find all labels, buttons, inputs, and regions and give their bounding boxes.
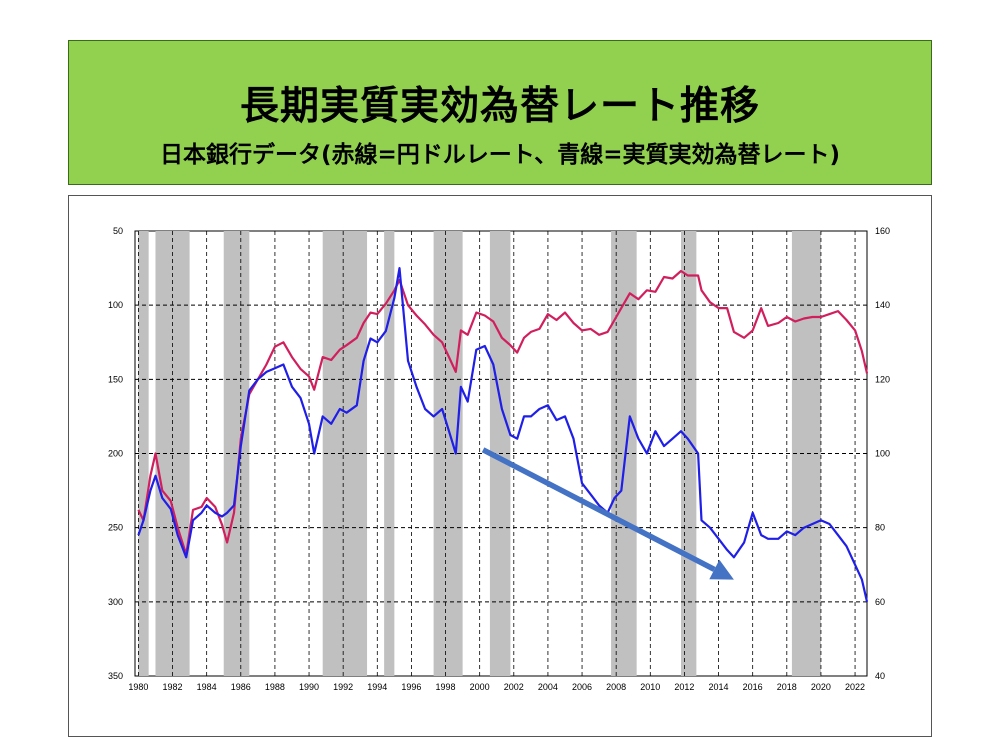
x-tick-label: 1990	[299, 682, 319, 692]
left-tick-label: 100	[108, 300, 123, 310]
x-tick-label: 1980	[128, 682, 148, 692]
title-banner: 長期実質実効為替レート推移 日本銀行データ(赤線=円ドルレート、青線=実質実効為…	[68, 40, 932, 185]
left-tick-label: 350	[108, 671, 123, 681]
x-tick-label: 2000	[470, 682, 490, 692]
chart-title: 長期実質実効為替レート推移	[239, 84, 760, 129]
x-tick-label: 1984	[197, 682, 217, 692]
x-tick-label: 2010	[640, 682, 660, 692]
left-tick-label: 200	[108, 449, 123, 459]
reer-line	[137, 267, 869, 603]
x-tick-label: 2002	[504, 682, 524, 692]
right-tick-label: 40	[875, 671, 885, 681]
x-tick-label: 2004	[538, 682, 558, 692]
chart-svg: 50 100 150 200 250 300 350 160 140 120 100 80 60 40 19…	[108, 226, 890, 692]
trend-arrow-head	[709, 559, 734, 580]
x-tick-label: 2014	[709, 682, 729, 692]
right-tick-label: 60	[875, 597, 885, 607]
x-tick-label: 2018	[777, 682, 797, 692]
right-tick-label: 140	[875, 300, 890, 310]
x-tick-label: 2020	[811, 682, 831, 692]
x-tick-label: 2012	[674, 682, 694, 692]
x-tick-label: 1998	[436, 682, 456, 692]
x-tick-label: 2006	[572, 682, 592, 692]
chart-frame: 50 100 150 200 250 300 350 160 140 120 100 80 60 40 19…	[68, 195, 932, 737]
x-tick-label: 1986	[231, 682, 251, 692]
left-tick-label: 250	[108, 523, 123, 533]
x-tick-label: 1996	[401, 682, 421, 692]
right-tick-label: 160	[875, 226, 890, 236]
left-tick-label: 300	[108, 597, 123, 607]
right-tick-label: 100	[875, 449, 890, 459]
x-tick-label: 2016	[743, 682, 763, 692]
x-tick-label: 1994	[367, 682, 387, 692]
left-tick-label: 150	[108, 374, 123, 384]
right-tick-label: 80	[875, 523, 885, 533]
x-tick-label: 1992	[333, 682, 353, 692]
x-tick-label: 2022	[845, 682, 865, 692]
trend-arrow-shaft	[481, 447, 716, 572]
chart-subtitle: 日本銀行データ(赤線=円ドルレート、青線=実質実効為替レート)	[159, 142, 841, 168]
right-tick-label: 120	[875, 374, 890, 384]
x-tick-label: 1982	[163, 682, 183, 692]
x-tick-label: 2008	[606, 682, 626, 692]
x-tick-label: 1988	[265, 682, 285, 692]
left-tick-label: 50	[113, 226, 123, 236]
